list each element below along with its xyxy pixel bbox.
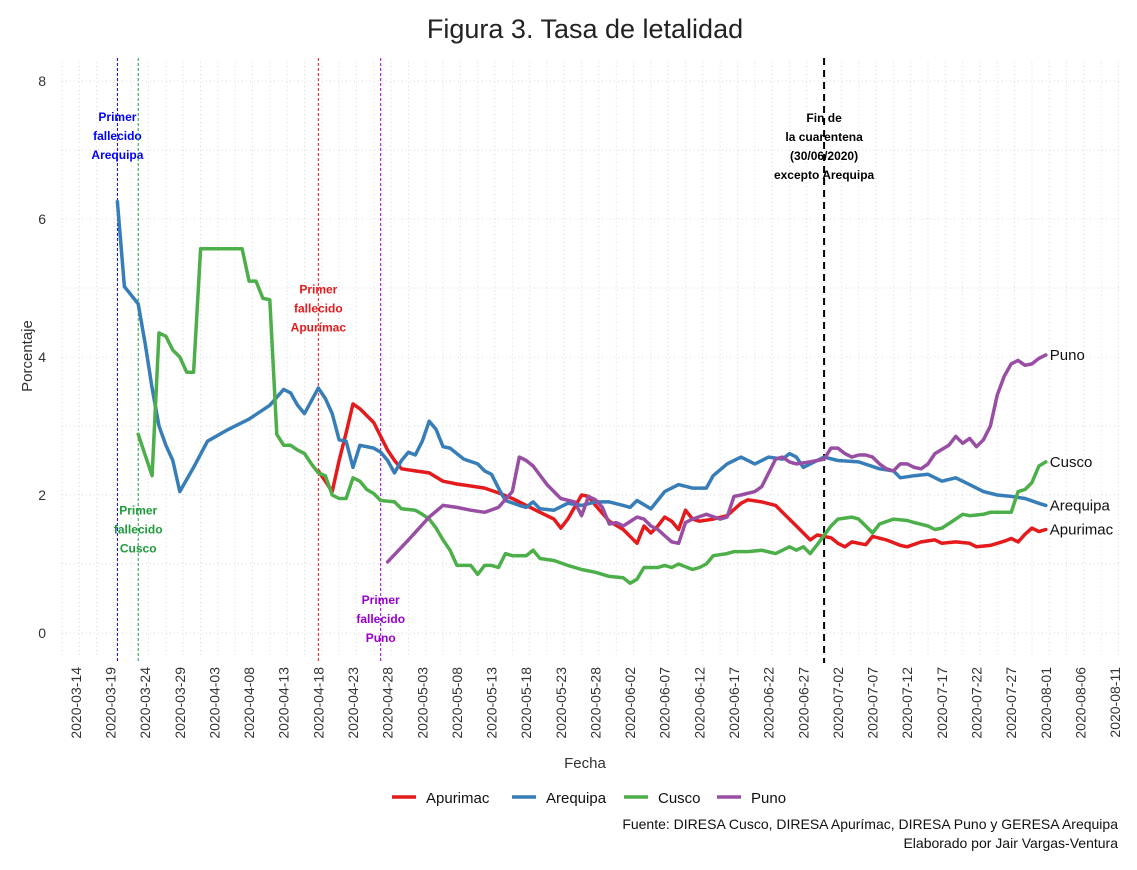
x-tick-label: 2020-06-17 (726, 667, 742, 739)
caption-source: Fuente: DIRESA Cusco, DIRESA Apurímac, D… (622, 816, 1118, 832)
y-tick-label: 4 (38, 349, 46, 365)
event-annotation: excepto Arequipa (774, 168, 875, 182)
event-annotation: la cuarentena (785, 130, 863, 144)
series-line (316, 402, 1048, 549)
event-annotation: fallecido (294, 302, 343, 316)
x-tick-label: 2020-06-07 (657, 667, 673, 739)
series-line (385, 353, 1048, 564)
legend-label: Puno (751, 790, 786, 807)
x-tick-label: 2020-06-02 (622, 667, 638, 739)
x-tick-label: 2020-03-14 (68, 667, 84, 739)
event-annotation: Puno (366, 631, 396, 645)
legend: Apurimac Arequipa Cusco Puno (392, 790, 786, 807)
x-axis-label: Fecha (564, 755, 606, 772)
y-tick-label: 6 (38, 211, 46, 227)
x-tick-label: 2020-04-18 (310, 667, 326, 739)
x-tick-label: 2020-08-11 (1107, 667, 1123, 738)
x-tick-label: 2020-03-24 (137, 667, 153, 739)
x-tick-label: 2020-08-06 (1072, 667, 1088, 739)
series-lines (115, 200, 1048, 586)
event-annotation: fallecido (93, 129, 142, 143)
event-annotation: Primer (119, 504, 157, 518)
event-annotation: Apurímac (291, 321, 347, 335)
x-tick-label: 2020-06-12 (691, 667, 707, 739)
x-tick-label: 2020-04-23 (345, 667, 361, 739)
x-tick-label: 2020-05-13 (484, 667, 500, 739)
x-tick-label: 2020-07-12 (899, 667, 915, 739)
event-annotation: Primer (98, 110, 136, 124)
event-annotation: Fin de (806, 111, 842, 125)
x-tick-label: 2020-07-07 (865, 667, 881, 739)
x-tick-label: 2020-06-27 (795, 667, 811, 739)
y-tick-label: 2 (38, 487, 46, 503)
x-tick-label: 2020-05-03 (414, 667, 430, 739)
x-tick-label: 2020-04-28 (380, 667, 396, 739)
series-line (136, 246, 1048, 586)
x-tick-label: 2020-07-17 (934, 667, 950, 739)
x-tick-label: 2020-05-18 (518, 667, 534, 739)
series-end-label: Arequipa (1050, 497, 1111, 514)
grid (61, 62, 1122, 658)
x-tick-label: 2020-04-13 (276, 667, 292, 739)
x-tick-label: 2020-07-02 (830, 667, 846, 739)
series-end-label: Puno (1050, 347, 1085, 364)
event-annotation: Cusco (120, 542, 157, 556)
x-tick-label: 2020-07-22 (969, 667, 985, 739)
legend-label: Apurimac (426, 790, 490, 807)
y-tick-label: 0 (38, 625, 46, 641)
chart-title: Figura 3. Tasa de letalidad (427, 14, 743, 44)
legend-label: Cusco (658, 790, 701, 807)
event-annotation: fallecido (114, 523, 163, 537)
y-tick-label: 8 (38, 73, 46, 89)
x-tick-label: 2020-04-08 (241, 667, 257, 739)
event-annotation: Primer (299, 283, 337, 297)
series-end-label: Apurimac (1050, 522, 1114, 539)
legend-label: Arequipa (546, 790, 607, 807)
series-line (115, 200, 1048, 512)
event-lines: Primer fallecido Arequipa Primer fallecido Cu… (91, 58, 875, 663)
x-tick-label: 2020-06-22 (761, 667, 777, 739)
caption-author: Elaborado por Jair Vargas-Ventura (903, 835, 1118, 851)
x-tick-label: 2020-04-03 (206, 667, 222, 739)
series-end-label: Cusco (1050, 454, 1093, 471)
event-annotation: fallecido (356, 612, 405, 626)
x-axis-ticks: 2020-03-14 2020-03-19 2020-03-24 2020-03-29… (68, 667, 1123, 739)
series-end-labels: Apurimac Arequipa Cusco Puno (1050, 347, 1114, 539)
x-tick-label: 2020-08-01 (1038, 667, 1054, 739)
event-annotation: (30/06/2020) (790, 149, 858, 163)
x-tick-label: 2020-07-27 (1003, 667, 1019, 739)
x-tick-label: 2020-05-28 (587, 667, 603, 739)
event-annotation: Arequipa (91, 148, 143, 162)
y-axis-ticks: 0 2 4 6 8 (38, 73, 46, 641)
x-tick-label: 2020-05-08 (449, 667, 465, 739)
x-tick-label: 2020-03-19 (102, 667, 118, 739)
x-tick-label: 2020-03-29 (172, 667, 188, 739)
y-axis-label: Porcentaje (19, 320, 36, 392)
event-annotation: Primer (362, 593, 400, 607)
x-tick-label: 2020-05-23 (553, 667, 569, 739)
